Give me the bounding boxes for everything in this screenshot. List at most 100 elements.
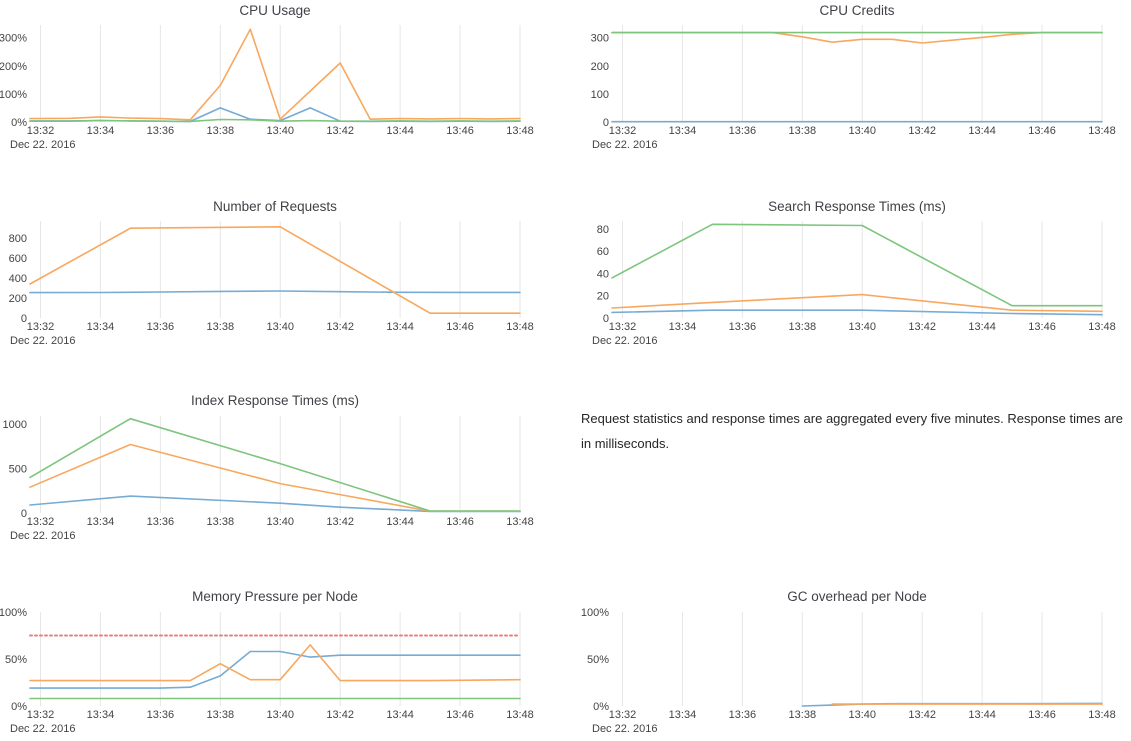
x-tick-label: 13:38: [789, 125, 817, 137]
x-tick-label: 13:38: [207, 709, 235, 721]
y-tick-label: 0%: [593, 701, 609, 713]
x-tick-label: 13:42: [326, 516, 354, 528]
x-tick-label: 13:48: [506, 516, 534, 528]
chart-title: Index Response Times (ms): [190, 393, 360, 408]
x-tick-label: 13:42: [326, 321, 354, 333]
x-axis-date-label: Dec 22. 2016: [592, 335, 657, 347]
x-tick-label: 13:46: [1028, 709, 1056, 721]
y-tick-label: 0: [21, 508, 27, 520]
chart-plot-area[interactable]: 0% 50% 100% 13:32 13:34 13:36 13:38 13:40 13:42 1…: [580, 580, 1131, 741]
chart-cpu-usage: CPU Usage 0% 100% 200% 300% 13:32 13:34 13:36 1…: [0, 0, 540, 160]
y-tick-label: 0%: [11, 701, 27, 713]
x-tick-label: 13:40: [848, 709, 876, 721]
x-tick-label: 13:44: [386, 125, 414, 137]
chart-plot-area[interactable]: 0 500 1000 13:32 13:34 13:36 13:38 13:40 13:42 13…: [0, 385, 540, 550]
x-tick-label: 13:32: [609, 709, 637, 721]
series-line-blue: [611, 309, 1103, 316]
series-line-orange: [29, 28, 521, 121]
x-tick-label: 13:48: [506, 125, 534, 137]
x-tick-label: 13:44: [968, 709, 996, 721]
y-tick-label: 600: [9, 253, 27, 265]
x-tick-label: 13:36: [147, 516, 175, 528]
y-tick-label: 100%: [0, 607, 27, 619]
x-tick-label: 13:48: [1088, 709, 1116, 721]
x-tick-label: 13:46: [446, 321, 474, 333]
x-tick-label: 13:46: [1028, 125, 1056, 137]
x-tick-label: 13:32: [27, 516, 55, 528]
x-tick-label: 13:38: [207, 516, 235, 528]
y-tick-label: 0: [21, 313, 27, 325]
chart-plot-area[interactable]: 0% 50% 100% 13:32 13:34 13:36 13:38 13:40 13:42 1…: [0, 580, 540, 741]
x-tick-label: 13:38: [789, 321, 817, 333]
x-tick-label: 13:36: [147, 125, 175, 137]
x-tick-label: 13:44: [386, 516, 414, 528]
y-tick-label: 40: [597, 268, 609, 280]
chart-plot-area[interactable]: 0 100 200 300 13:32 13:34 13:36 13:38 13:40 13:42…: [580, 0, 1131, 160]
chart-title: GC overhead per Node: [787, 589, 927, 604]
y-tick-label: 0%: [11, 117, 27, 129]
x-tick-label: 13:40: [266, 709, 294, 721]
chart-plot-area[interactable]: 0 200 400 600 800 13:32 13:34 13:36 13:38 13:40 13…: [0, 190, 540, 355]
chart-number-of-requests: Number of Requests 0 200 400 600 800 13:32 13:…: [0, 190, 540, 355]
series-line-orange: [611, 31, 1103, 44]
y-tick-label: 800: [9, 233, 27, 245]
chart-title: Memory Pressure per Node: [192, 589, 358, 604]
y-tick-label: 200%: [0, 61, 27, 73]
y-tick-label: 100: [591, 89, 609, 101]
aggregation-note: Request statistics and response times ar…: [581, 411, 1123, 451]
series-line-orange: [29, 225, 521, 314]
series-line-green: [611, 223, 1103, 307]
series-line-blue: [29, 650, 521, 689]
y-tick-label: 500: [9, 464, 27, 476]
series-line-orange: [611, 293, 1103, 313]
x-tick-label: 13:34: [669, 125, 697, 137]
x-tick-label: 13:48: [506, 709, 534, 721]
x-tick-label: 13:38: [789, 709, 817, 721]
x-tick-label: 13:38: [207, 321, 235, 333]
x-tick-label: 13:34: [669, 709, 697, 721]
x-tick-label: 13:48: [1088, 321, 1116, 333]
series-line-blue: [29, 495, 521, 513]
y-tick-label: 300: [591, 33, 609, 45]
chart-cpu-credits: CPU Credits 0 100 200 300 13:32 13:34 13:36 13:…: [580, 0, 1131, 160]
x-tick-label: 13:46: [1028, 321, 1056, 333]
chart-plot-area[interactable]: 0 20 40 60 80 13:32 13:34 13:36 13:38 13:40 13:42 1…: [580, 190, 1131, 355]
chart-title: Number of Requests: [213, 199, 337, 214]
x-tick-label: 13:44: [386, 709, 414, 721]
x-tick-label: 13:32: [27, 321, 55, 333]
y-tick-label: 50%: [5, 654, 27, 666]
x-tick-label: 13:42: [908, 125, 936, 137]
x-tick-label: 13:44: [386, 321, 414, 333]
y-tick-label: 400: [9, 273, 27, 285]
chart-plot-area[interactable]: 0% 100% 200% 300% 13:32 13:34 13:36 13:38 13:40 1…: [0, 0, 540, 160]
x-tick-label: 13:40: [266, 516, 294, 528]
x-tick-label: 13:42: [326, 125, 354, 137]
chart-title: CPU Credits: [819, 3, 895, 18]
y-tick-label: 80: [597, 224, 609, 236]
x-tick-label: 13:46: [446, 516, 474, 528]
y-tick-label: 200: [9, 293, 27, 305]
x-tick-label: 13:32: [27, 125, 55, 137]
y-tick-label: 20: [597, 291, 609, 303]
x-tick-label: 13:34: [87, 516, 115, 528]
y-tick-label: 60: [597, 246, 609, 258]
y-tick-label: 50%: [587, 654, 609, 666]
series-line-green: [29, 118, 521, 123]
series-line-blue: [29, 290, 521, 294]
chart-memory-pressure-per-node: Memory Pressure per Node 0% 50% 100% 13:32 1…: [0, 580, 540, 741]
y-tick-label: 0: [603, 117, 609, 129]
x-tick-label: 13:34: [87, 709, 115, 721]
x-tick-label: 13:38: [207, 125, 235, 137]
x-tick-label: 13:32: [609, 321, 637, 333]
x-tick-label: 13:46: [446, 709, 474, 721]
chart-gc-overhead-per-node: GC overhead per Node 0% 50% 100% 13:32 13:34…: [580, 580, 1131, 741]
chart-search-response-times: Search Response Times (ms) 0 20 40 60 80 13:3…: [580, 190, 1131, 355]
chart-title: Search Response Times (ms): [768, 199, 946, 214]
series-line-green: [29, 417, 521, 512]
x-tick-label: 13:42: [908, 321, 936, 333]
x-tick-label: 13:44: [968, 321, 996, 333]
x-tick-label: 13:34: [669, 321, 697, 333]
series-line-orange: [29, 443, 521, 512]
x-tick-label: 13:42: [326, 709, 354, 721]
x-axis-date-label: Dec 22. 2016: [10, 335, 75, 347]
